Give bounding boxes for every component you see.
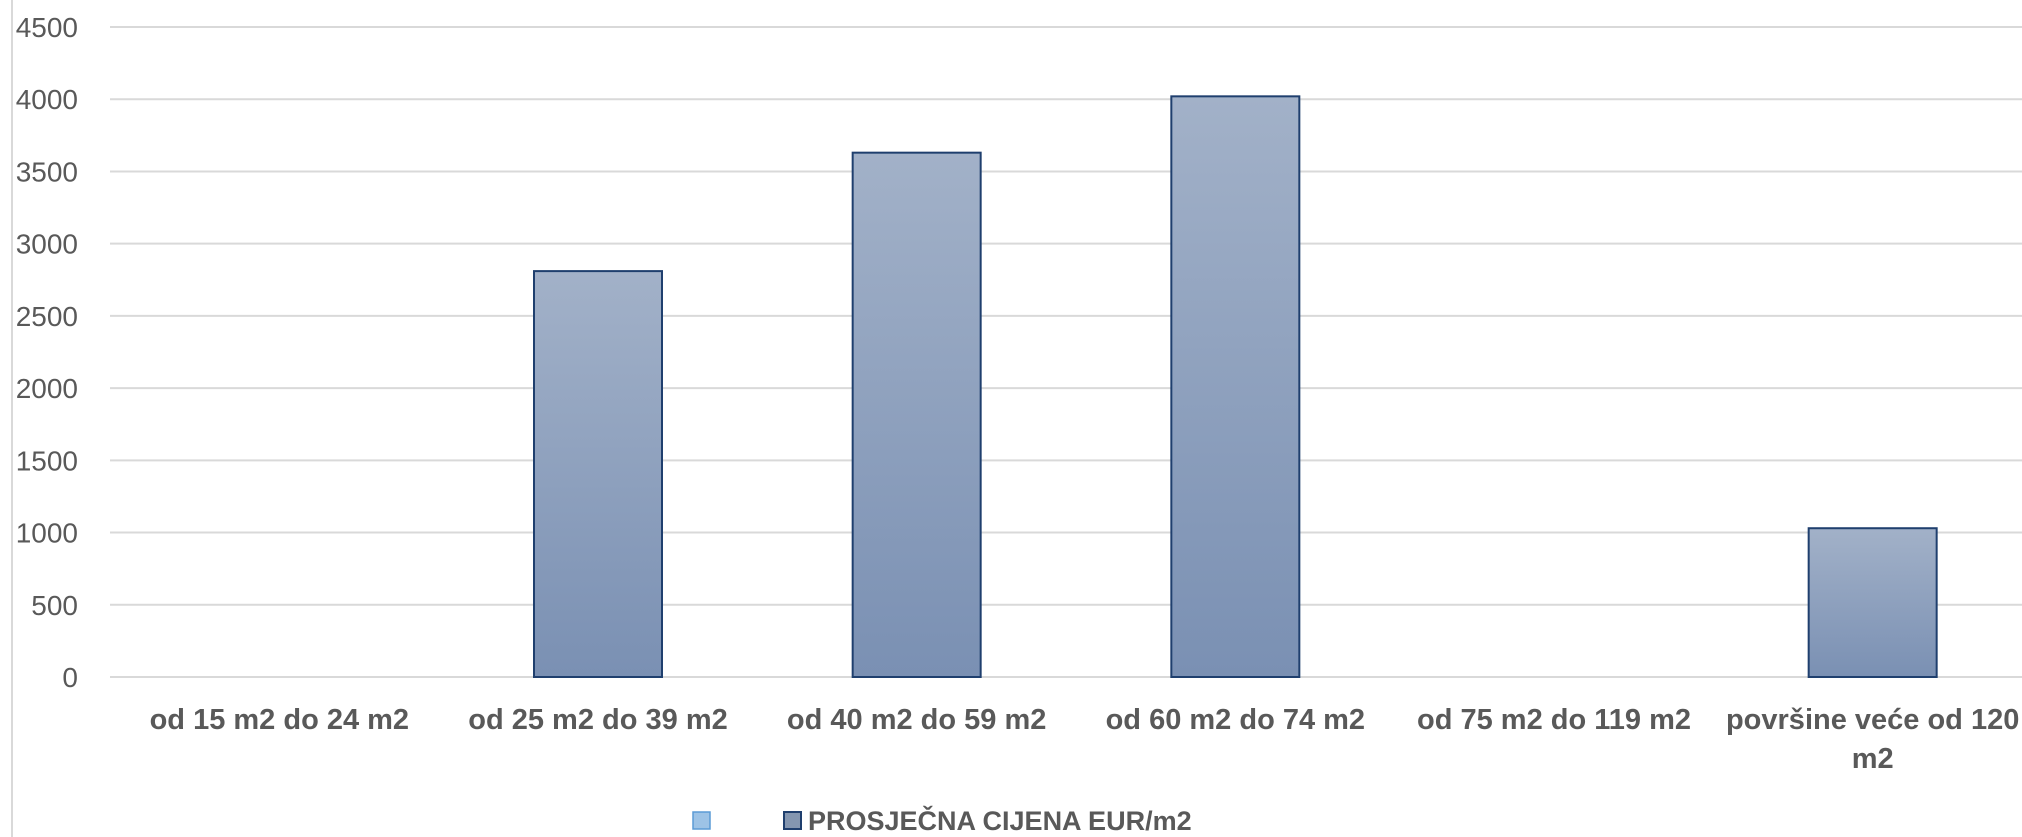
y-tick-label: 2000 <box>16 373 78 404</box>
y-tick-label: 4500 <box>16 12 78 43</box>
y-axis: 0 500 1000 1500 2000 2500 3000 3500 4000 4500 <box>16 12 78 693</box>
bar-6 <box>1807 527 1938 678</box>
bar-2 <box>533 270 663 678</box>
y-tick-label: 0 <box>62 662 78 693</box>
y-tick-label: 1500 <box>16 445 78 476</box>
y-tick-label: 2500 <box>16 301 78 332</box>
x-category-label: od 75 m2 do 119 m2 <box>1417 704 1691 736</box>
bar-4 <box>1170 95 1301 679</box>
bars <box>533 95 1938 679</box>
x-category-label: površine veće od 120 m2 <box>1726 704 2019 775</box>
legend-swatch-series-2 <box>783 811 802 830</box>
legend: PROSJEČNA CIJENA EUR/m2 <box>692 805 1192 836</box>
gridlines <box>110 26 2022 678</box>
legend-swatch-series-1 <box>692 811 711 830</box>
y-tick-label: 500 <box>31 590 78 621</box>
legend-label-series-2: PROSJEČNA CIJENA EUR/m2 <box>808 805 1192 836</box>
x-category-label: od 25 m2 do 39 m2 <box>468 704 728 736</box>
y-tick-label: 3500 <box>16 156 78 187</box>
y-tick-label: 4000 <box>16 84 78 115</box>
x-category-label: od 15 m2 do 24 m2 <box>150 704 410 736</box>
x-axis: od 15 m2 do 24 m2 od 25 m2 do 39 m2 od 40 … <box>150 704 2020 775</box>
y-tick-label: 1000 <box>16 518 78 549</box>
bar-3 <box>851 151 982 678</box>
x-category-label: od 40 m2 do 59 m2 <box>787 704 1047 736</box>
x-category-label: od 60 m2 do 74 m2 <box>1106 704 1366 736</box>
y-tick-label: 3000 <box>16 229 78 260</box>
